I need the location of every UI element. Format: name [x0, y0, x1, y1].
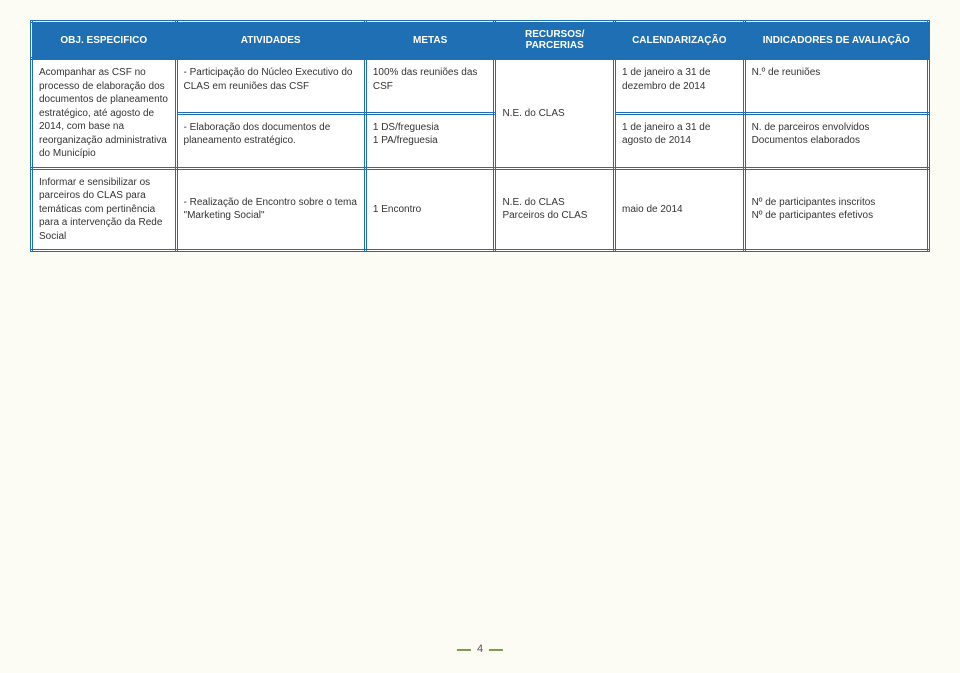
cell-metas: 100% das reuniões das CSF [365, 59, 495, 114]
cell-ind: Nº de participantes inscritos Nº de part… [744, 168, 928, 251]
cell-metas: 1 Encontro [365, 168, 495, 251]
rec-text: N.E. do CLAS [502, 107, 607, 121]
cell-cal: 1 de janeiro a 31 de agosto de 2014 [615, 113, 745, 168]
metas-text: 1 Encontro [373, 203, 488, 217]
planning-table: OBJ. ESPECIFICO ATIVIDADES METAS RECURSO… [30, 20, 930, 252]
rec-line: Parceiros do CLAS [502, 209, 607, 223]
table-row: Acompanhar as CSF no processo de elabora… [32, 59, 929, 114]
cell-ativ: - Participação do Núcleo Executivo do CL… [176, 59, 365, 114]
metas-line: 1 PA/freguesia [373, 134, 488, 148]
header-ind: INDICADORES DE AVALIAÇÃO [744, 22, 928, 59]
cell-obj: Informar e sensibilizar os parceiros do … [32, 168, 177, 251]
cell-metas: 1 DS/freguesia 1 PA/freguesia [365, 113, 495, 168]
cell-ind: N.º de reuniões [744, 59, 928, 114]
cal-text: maio de 2014 [622, 203, 737, 217]
header-obj: OBJ. ESPECIFICO [32, 22, 177, 59]
header-cal: CALENDARIZAÇÃO [615, 22, 745, 59]
cell-obj: Acompanhar as CSF no processo de elabora… [32, 59, 177, 169]
ind-line: Nº de participantes inscritos [752, 196, 921, 210]
ind-line: Documentos elaborados [752, 134, 921, 148]
cell-rec: N.E. do CLAS [495, 59, 615, 169]
cell-cal: 1 de janeiro a 31 de dezembro de 2014 [615, 59, 745, 114]
table-row: Informar e sensibilizar os parceiros do … [32, 168, 929, 251]
ind-line: Nº de participantes efetivos [752, 209, 921, 223]
cell-ativ: - Realização de Encontro sobre o tema "M… [176, 168, 365, 251]
page-number: 4 [471, 643, 489, 655]
cell-cal: maio de 2014 [615, 168, 745, 251]
header-ativ: ATIVIDADES [176, 22, 365, 59]
header-rec: RECURSOS/ PARCERIAS [495, 22, 615, 59]
cell-ativ: - Elaboração dos documentos de planeamen… [176, 113, 365, 168]
ativ-text: - Realização de Encontro sobre o tema "M… [184, 196, 358, 223]
table-header-row: OBJ. ESPECIFICO ATIVIDADES METAS RECURSO… [32, 22, 929, 59]
ind-line: N. de parceiros envolvidos [752, 121, 921, 135]
metas-line: 1 DS/freguesia [373, 121, 488, 135]
cell-rec: N.E. do CLAS Parceiros do CLAS [495, 168, 615, 251]
cell-ind: N. de parceiros envolvidos Documentos el… [744, 113, 928, 168]
rec-line: N.E. do CLAS [502, 196, 607, 210]
header-metas: METAS [365, 22, 495, 59]
